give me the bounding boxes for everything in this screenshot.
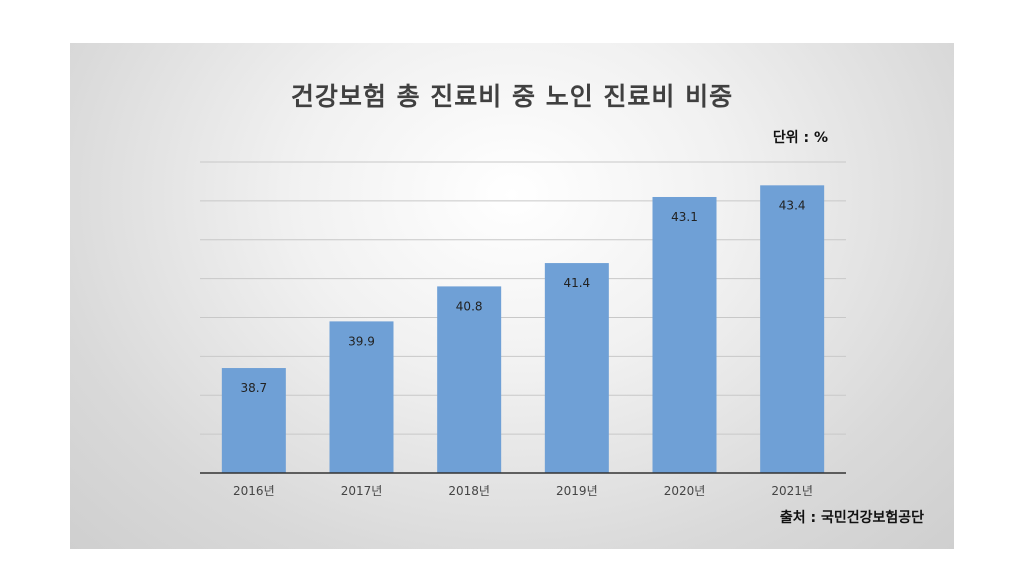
bar (221, 368, 286, 473)
unit-label: 단위 : % (772, 130, 828, 146)
x-tick-label: 2021년 (771, 484, 813, 498)
bar (437, 286, 502, 473)
x-tick-label: 2018년 (448, 484, 490, 498)
chart-title: 건강보험 총 진료비 중 노인 진료비 비중 (290, 82, 734, 111)
x-tick-label: 2017년 (341, 484, 383, 498)
bar (544, 263, 609, 473)
data-label: 39.9 (348, 334, 375, 348)
data-label: 43.4 (779, 198, 806, 212)
data-label: 40.8 (456, 299, 483, 313)
bar (652, 196, 717, 474)
source-label: 출처 : 국민건강보험공단 (779, 510, 924, 526)
data-label: 41.4 (563, 276, 590, 290)
x-tick-label: 2016년 (233, 484, 275, 498)
x-tick-label: 2020년 (664, 484, 706, 498)
data-label: 43.1 (671, 210, 698, 224)
bar-chart: 38.7 2016년 39.9 2017년 40.8 2018년 41.4 2019년 43.1… (200, 161, 846, 498)
data-label: 38.7 (240, 381, 267, 395)
bar (329, 321, 394, 473)
bar (760, 185, 825, 473)
chart-panel: 건강보험 총 진료비 중 노인 진료비 비중 단위 : % 38.7 2016년 3… (70, 43, 954, 549)
x-tick-label: 2019년 (556, 484, 598, 498)
